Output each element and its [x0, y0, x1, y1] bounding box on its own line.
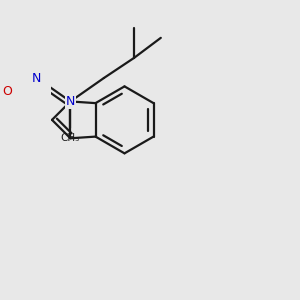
Text: N: N	[66, 95, 75, 108]
Text: N: N	[32, 71, 42, 85]
Text: CH₃: CH₃	[61, 133, 80, 143]
Text: O: O	[2, 85, 12, 98]
